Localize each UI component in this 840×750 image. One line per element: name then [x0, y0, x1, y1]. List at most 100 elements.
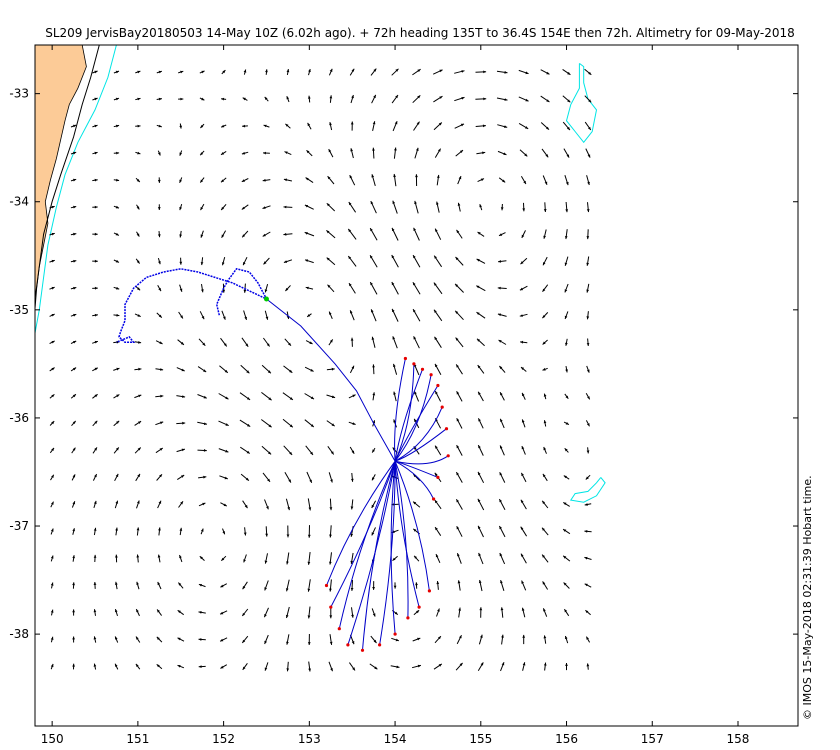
current-arrow — [92, 286, 98, 290]
current-arrow — [198, 502, 206, 507]
current-arrow — [328, 661, 333, 672]
current-arrow — [456, 229, 463, 239]
forecast-endpoint — [337, 627, 341, 631]
current-arrow — [219, 365, 229, 374]
current-arrow — [586, 229, 590, 240]
current-arrow — [434, 499, 442, 510]
current-arrow — [564, 635, 569, 644]
current-arrow — [327, 175, 335, 185]
current-arrow — [565, 663, 568, 671]
current-arrow — [50, 474, 55, 481]
current-arrow — [457, 202, 461, 212]
current-arrow — [348, 421, 356, 425]
current-arrow — [307, 579, 311, 592]
current-arrow — [92, 447, 98, 454]
current-arrow — [564, 393, 569, 399]
current-arrow — [157, 150, 161, 156]
current-arrow — [412, 637, 421, 642]
current-arrow — [179, 230, 182, 238]
current-arrow — [434, 635, 442, 644]
current-arrow — [113, 367, 120, 371]
current-arrow — [369, 227, 378, 241]
current-arrow — [350, 121, 354, 131]
current-arrow — [562, 95, 571, 103]
current-arrow — [179, 257, 183, 265]
current-arrow — [372, 121, 376, 132]
current-arrow — [500, 662, 505, 672]
plot-title: SL209 JervisBay20180503 14-May 10Z (6.02… — [45, 26, 795, 40]
current-arrow — [478, 552, 484, 565]
current-arrow — [393, 173, 397, 187]
current-arrow — [393, 582, 397, 589]
current-arrow — [50, 663, 54, 670]
current-arrow — [586, 311, 590, 320]
current-arrow — [498, 525, 506, 538]
current-arrow — [521, 445, 526, 455]
current-arrow — [158, 527, 161, 536]
current-arrow — [326, 257, 336, 266]
x-tick-label: 158 — [727, 732, 750, 746]
x-tick-label: 155 — [469, 732, 492, 746]
current-arrow — [92, 367, 99, 372]
current-arrow — [179, 123, 183, 129]
current-arrow — [92, 232, 98, 236]
current-arrow — [476, 311, 486, 319]
current-arrow — [114, 608, 118, 617]
current-arrow — [454, 310, 464, 321]
current-arrow — [543, 202, 547, 213]
current-arrow — [199, 555, 205, 561]
current-arrow — [348, 201, 357, 213]
current-arrow — [307, 552, 311, 565]
current-arrow — [371, 474, 376, 481]
current-arrow — [520, 499, 527, 510]
current-arrow — [477, 178, 485, 183]
x-tick-label: 151 — [126, 732, 149, 746]
current-arrow — [518, 69, 529, 75]
current-arrow — [349, 310, 355, 321]
current-arrow — [326, 202, 336, 212]
current-arrow — [371, 447, 376, 453]
current-arrow — [543, 446, 547, 454]
current-arrow — [351, 472, 354, 482]
current-arrow — [391, 281, 399, 295]
current-arrow — [475, 97, 487, 101]
x-tick-label: 152 — [212, 732, 235, 746]
current-arrow — [413, 121, 420, 131]
current-arrow — [218, 448, 229, 453]
current-arrow — [584, 68, 592, 76]
current-arrow — [179, 554, 183, 563]
current-arrow — [155, 421, 164, 426]
x-tick-label: 157 — [641, 732, 664, 746]
current-arrow — [177, 609, 184, 616]
current-arrow — [518, 96, 529, 102]
current-arrow — [220, 664, 228, 669]
current-arrow — [455, 364, 463, 375]
current-arrow — [476, 258, 486, 264]
current-arrow — [520, 553, 527, 564]
current-arrow — [519, 149, 528, 157]
current-arrow — [198, 338, 206, 347]
current-arrow — [92, 97, 98, 101]
current-arrow — [240, 364, 250, 374]
x-tick-label: 153 — [298, 732, 321, 746]
current-arrow — [70, 286, 77, 290]
current-arrow — [521, 230, 526, 239]
current-arrow — [282, 418, 294, 428]
current-arrow — [563, 582, 570, 589]
current-arrow — [542, 256, 548, 266]
forecast-endpoint — [432, 497, 436, 501]
current-arrow — [155, 340, 163, 345]
current-arrow — [305, 340, 313, 345]
current-arrow — [113, 205, 120, 209]
current-arrow — [586, 256, 590, 266]
current-arrow — [584, 530, 592, 533]
current-arrow — [584, 583, 592, 588]
current-arrow — [329, 95, 333, 103]
current-arrow — [455, 337, 464, 348]
current-arrow — [391, 68, 399, 76]
current-arrow — [92, 420, 98, 427]
current-arrow — [585, 148, 591, 158]
current-arrow — [412, 254, 421, 268]
isobath-island — [569, 477, 606, 503]
